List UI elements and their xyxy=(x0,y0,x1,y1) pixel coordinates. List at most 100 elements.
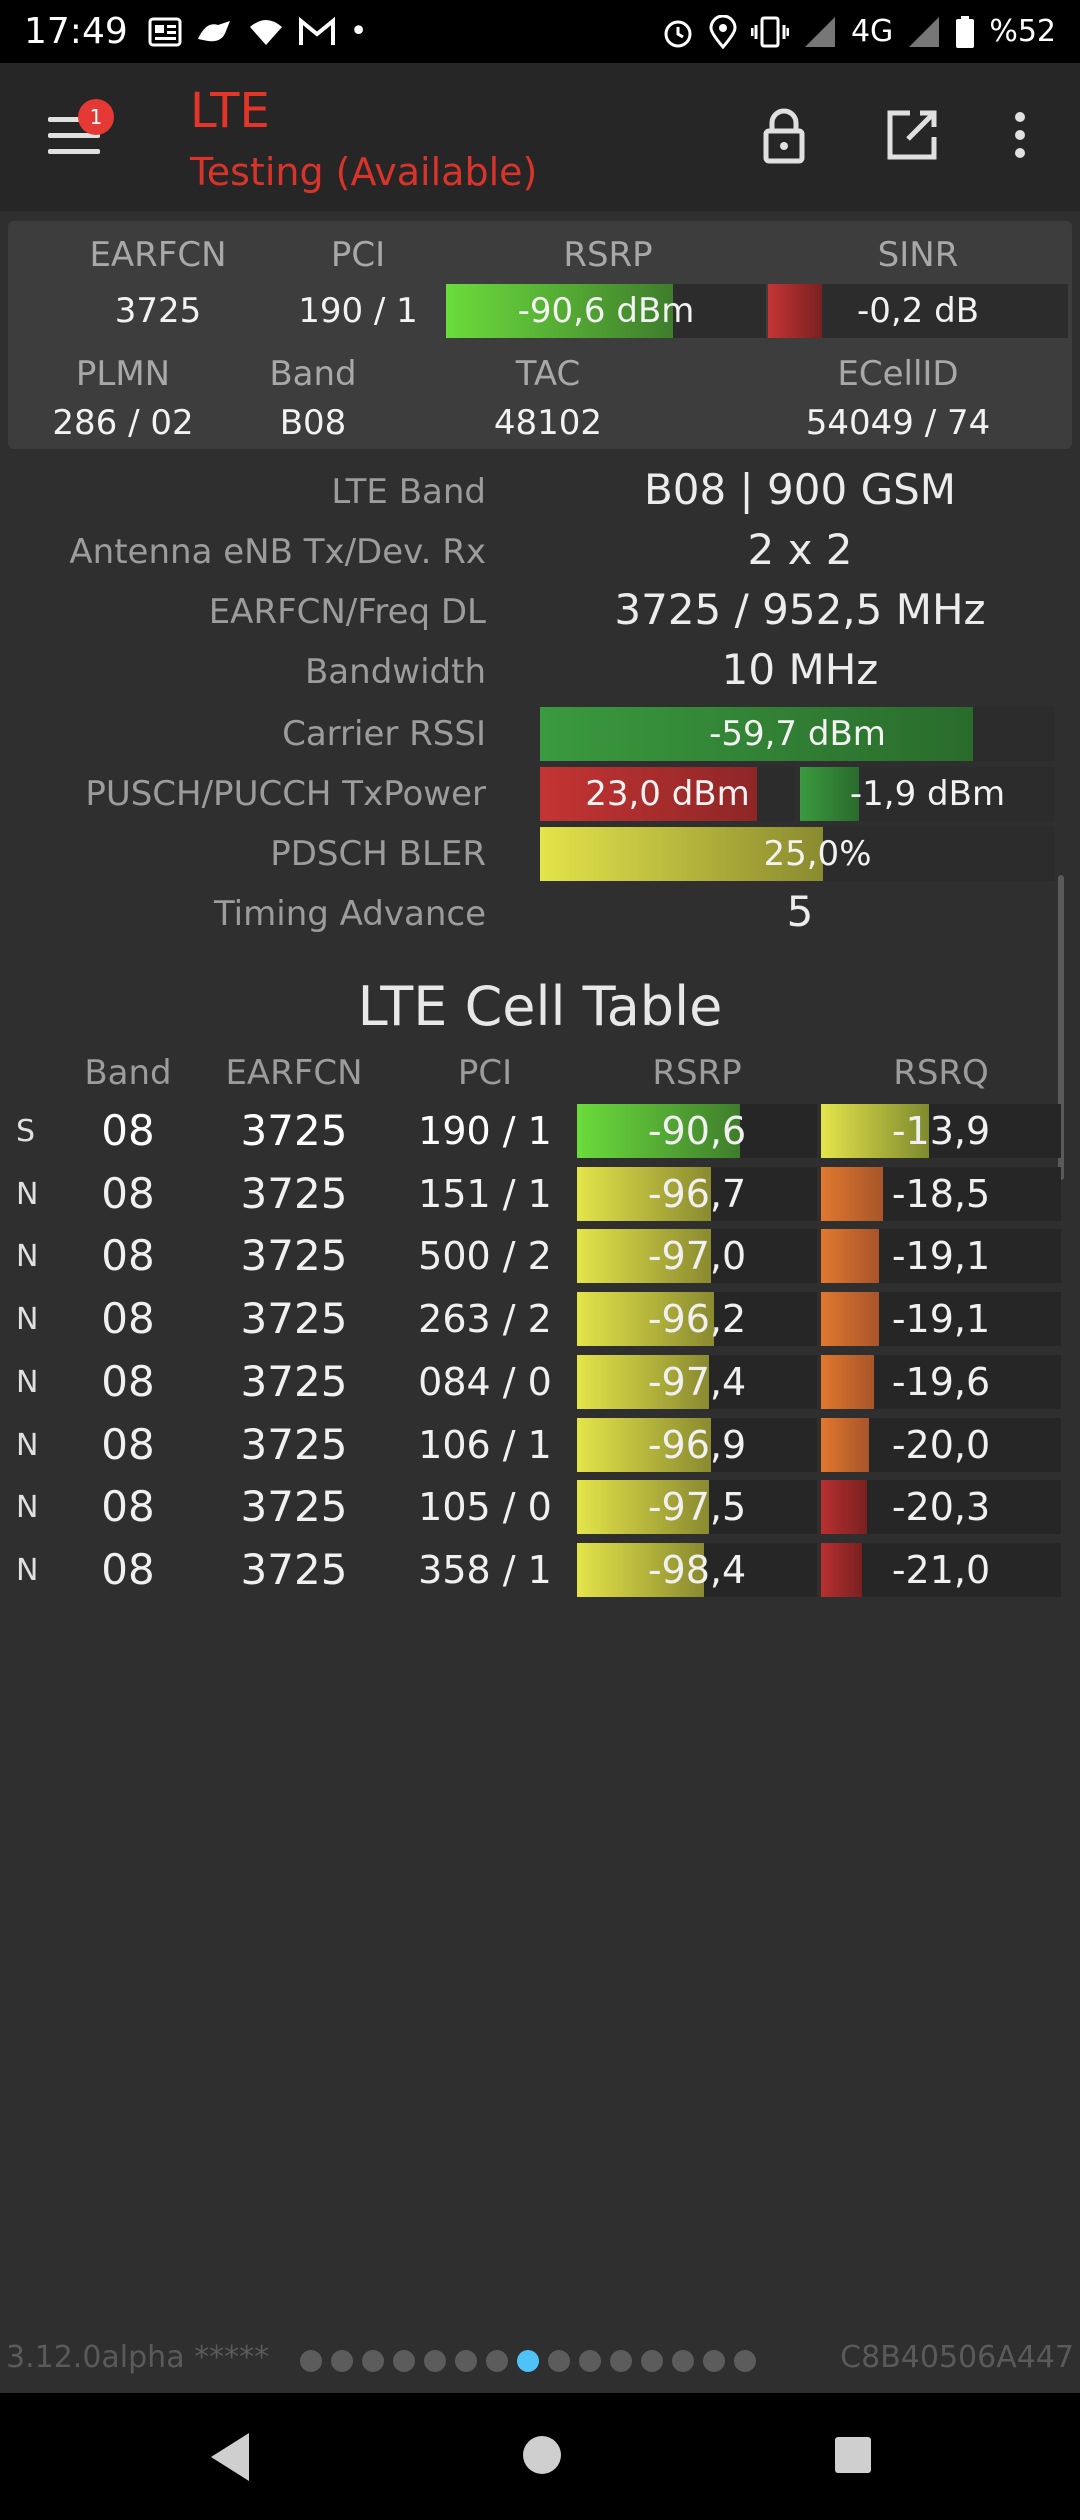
notification-icons: • xyxy=(148,14,368,49)
table-row[interactable]: N 08 3725 151 / 1 -96,7 -18,5 xyxy=(0,1163,1080,1223)
cell-rsrp-fill xyxy=(577,1104,741,1158)
cell-band: 08 xyxy=(101,1419,155,1469)
battery-percent: %52 xyxy=(989,14,1056,49)
app-version: 3.12.0alpha ***** xyxy=(6,2340,270,2375)
cell-rsrp-bar: -90,6 xyxy=(577,1104,817,1158)
menu-icon xyxy=(48,117,100,122)
recents-icon[interactable] xyxy=(833,2435,873,2475)
info-value-earfcn-freq: 3725 / 952,5 MHz xyxy=(614,585,986,634)
open-external-icon[interactable] xyxy=(880,103,944,167)
pdsch-bler-value: 25,0 xyxy=(763,834,840,874)
table-row[interactable]: N 08 3725 105 / 0 -97,5 -20,3 xyxy=(0,1476,1080,1536)
cell-rsrq: -20,0 xyxy=(891,1422,991,1467)
cell-earfcn: 3725 xyxy=(240,1231,348,1281)
menu-button[interactable] xyxy=(48,117,100,157)
page-dot[interactable] xyxy=(300,2350,322,2372)
column-header-pci: PCI xyxy=(457,1053,513,1093)
page-dot[interactable] xyxy=(362,2350,384,2372)
table-row[interactable]: N 08 3725 263 / 2 -96,2 -19,1 xyxy=(0,1288,1080,1348)
page-dot[interactable] xyxy=(610,2350,632,2372)
page-indicator[interactable] xyxy=(300,2350,756,2372)
cell-rsrp: -96,7 xyxy=(647,1171,747,1216)
carrier-rssi-bar: -59,7 dBm xyxy=(540,707,1055,761)
cell-pci: 151 / 1 xyxy=(418,1171,552,1216)
cell-rsrq-bar: -18,5 xyxy=(821,1166,1061,1221)
cell-pci: 106 / 1 xyxy=(418,1422,552,1467)
cell-rsrp: -97,0 xyxy=(647,1234,747,1279)
cell-rsrq: -20,3 xyxy=(891,1485,991,1530)
signal-icon xyxy=(804,16,835,47)
page-dot[interactable] xyxy=(548,2350,570,2372)
page-dot[interactable] xyxy=(579,2350,601,2372)
cell-rsrp: -96,2 xyxy=(647,1297,747,1342)
cell-rsrp: -96,9 xyxy=(647,1422,747,1467)
cell-rsrq-bar: -19,1 xyxy=(821,1292,1061,1347)
back-icon[interactable] xyxy=(205,2429,255,2485)
cell-type: S xyxy=(16,1114,36,1149)
cell-type: N xyxy=(16,1302,39,1338)
header-label-plmn: PLMN xyxy=(75,354,171,394)
header-label-band: Band xyxy=(269,354,357,394)
app-bar: 1 LTE Testing (Available) xyxy=(0,63,1080,211)
news-icon xyxy=(148,17,182,46)
cell-rsrp-bar: -97,4 xyxy=(577,1354,817,1409)
pucch-bar: -1,9 dBm xyxy=(800,767,1055,821)
cell-rsrq-fill xyxy=(821,1480,867,1535)
sinr-bar-fill xyxy=(768,284,822,338)
cell-band: 08 xyxy=(101,1356,155,1406)
pusch-bar: 23,0 dBm xyxy=(540,767,795,821)
cell-band: 08 xyxy=(101,1544,155,1594)
pucch-bar-fill xyxy=(800,767,859,821)
cell-rsrq: -21,0 xyxy=(891,1547,991,1592)
device-id: C8B40506A447 xyxy=(840,2340,1074,2375)
page-dot[interactable] xyxy=(455,2350,477,2372)
cell-rsrq: -19,6 xyxy=(891,1359,991,1404)
rsrp-bar: -90,6 dBm xyxy=(446,284,766,338)
header-value-band: B08 xyxy=(279,403,347,443)
cell-pci: 263 / 2 xyxy=(418,1297,552,1342)
home-icon[interactable] xyxy=(520,2433,564,2477)
scrollbar[interactable] xyxy=(1058,875,1064,1180)
cell-type: N xyxy=(16,1427,39,1463)
dot-icon: • xyxy=(349,14,368,49)
info-value-pusch: 23,0 dBm xyxy=(585,774,750,814)
info-label-timing-advance: Timing Advance xyxy=(213,894,486,934)
table-row[interactable]: N 08 3725 106 / 1 -96,9 -20,0 xyxy=(0,1414,1080,1474)
cell-type: N xyxy=(16,1552,39,1588)
cell-rsrp-bar: -96,9 xyxy=(577,1417,817,1472)
header-label-ecellid: ECellID xyxy=(837,354,959,394)
info-value-timing-advance: 5 xyxy=(786,887,814,936)
cell-rsrq-bar: -19,1 xyxy=(821,1229,1061,1284)
page-dot[interactable] xyxy=(703,2350,725,2372)
cell-pci: 500 / 2 xyxy=(418,1234,552,1279)
page-dot[interactable] xyxy=(517,2350,539,2372)
table-row[interactable]: N 08 3725 084 / 0 -97,4 -19,6 xyxy=(0,1351,1080,1411)
page-dot[interactable] xyxy=(672,2350,694,2372)
table-row[interactable]: S 08 3725 190 / 1 -90,6 -13,9 xyxy=(0,1100,1080,1160)
cell-earfcn: 3725 xyxy=(240,1294,348,1344)
page-dot[interactable] xyxy=(486,2350,508,2372)
header-value-rsrp: -90,6 dBm xyxy=(517,291,695,331)
cell-band: 08 xyxy=(101,1294,155,1344)
page-dot[interactable] xyxy=(641,2350,663,2372)
table-row[interactable]: N 08 3725 358 / 1 -98,4 -21,0 xyxy=(0,1539,1080,1599)
page-dot[interactable] xyxy=(424,2350,446,2372)
fox-icon xyxy=(197,20,230,41)
more-options-icon[interactable] xyxy=(1000,103,1040,167)
navigation-bar xyxy=(0,2393,1080,2520)
lock-icon[interactable] xyxy=(752,103,816,167)
info-value-pdsch-bler: 25,0% xyxy=(540,827,1055,881)
page-dot[interactable] xyxy=(393,2350,415,2372)
cell-rsrq-fill xyxy=(821,1166,884,1221)
cell-rsrp: -97,4 xyxy=(647,1359,747,1404)
wifi-icon xyxy=(249,19,282,45)
page-dot[interactable] xyxy=(734,2350,756,2372)
cell-rsrq: -13,9 xyxy=(891,1109,991,1153)
cell-rsrp-fill xyxy=(577,1229,712,1284)
info-label-pdsch-bler: PDSCH BLER xyxy=(270,834,486,874)
header-label-sinr: SINR xyxy=(877,235,959,275)
table-row[interactable]: N 08 3725 500 / 2 -97,0 -19,1 xyxy=(0,1225,1080,1285)
info-label-antenna: Antenna eNB Tx/Dev. Rx xyxy=(69,532,486,572)
info-label-earfcn-freq: EARFCN/Freq DL xyxy=(208,592,486,632)
page-dot[interactable] xyxy=(331,2350,353,2372)
